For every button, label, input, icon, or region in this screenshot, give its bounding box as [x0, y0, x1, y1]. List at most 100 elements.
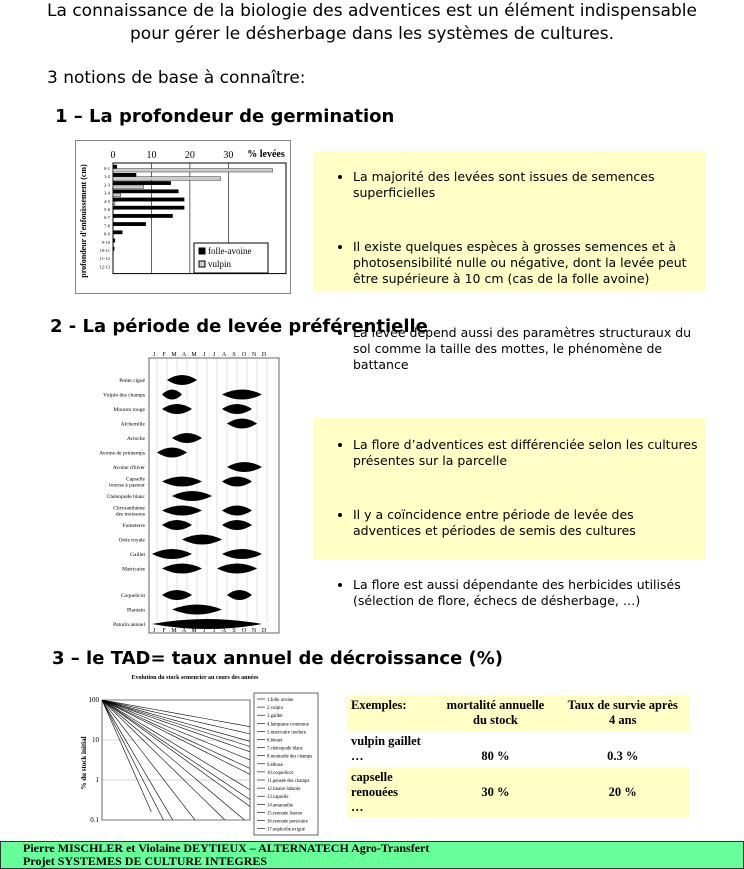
emergence-period [227, 462, 262, 472]
bar [112, 168, 273, 173]
emergence-period [222, 549, 262, 559]
emergence-period [222, 505, 252, 516]
species-label: Alchemille [121, 422, 146, 428]
y-tick-label: 1 [96, 776, 100, 784]
emergence-period [162, 389, 182, 400]
bar [112, 238, 116, 243]
decay-curve [102, 700, 250, 800]
emergence-period [222, 476, 252, 487]
decay-curve [102, 700, 226, 820]
y-tick-label: 100 [89, 696, 100, 704]
bar [112, 173, 137, 177]
legend-label: 9.éthuse [267, 763, 283, 768]
bullet: La flore d’adventices est différenciée s… [353, 437, 705, 469]
y-tick-label: 10 [92, 736, 100, 744]
intro: 3 notions de base à connaître: [47, 68, 306, 88]
bullet: Il existe quelques espèces à grosses sem… [353, 239, 705, 287]
cell: capselle renouées … [351, 770, 398, 814]
bar [112, 181, 171, 186]
emergence-period [162, 563, 202, 574]
emergence-period [222, 389, 262, 400]
decay-curve [102, 700, 174, 820]
bullet: La majorité des levées sont issues de se… [353, 169, 705, 201]
species-label: bourse à pasteur [109, 483, 145, 489]
bullets: La flore d’adventices est différenciée s… [313, 418, 705, 608]
y-tick-label: 12-13 [100, 264, 111, 269]
month-label: M [191, 628, 197, 634]
title: La connaissance de la biologie des adven… [47, 1, 697, 44]
emergence-period [152, 619, 262, 629]
decay-curve [102, 700, 250, 742]
species-label: Chrysanthème [113, 506, 145, 512]
bar [112, 213, 173, 218]
legend-label: folle-avoine [208, 246, 251, 256]
legend-label: 3.gaillet [267, 714, 283, 719]
bar [112, 205, 185, 210]
emergence-period [162, 590, 192, 600]
month-label: A [182, 352, 187, 358]
decay-curve [102, 700, 250, 769]
month-label: O [242, 352, 247, 358]
species-label: des moissons [116, 512, 145, 518]
y-tick-label: 2-3 [104, 182, 111, 187]
decay-curve [102, 700, 250, 775]
month-label: J [213, 352, 216, 358]
species-label: Ortie royale [119, 538, 146, 544]
legend-label: 5.matricaire inodore [267, 730, 306, 735]
bar [112, 184, 144, 189]
bullet: Il y a coïncidence entre période de levé… [353, 507, 705, 539]
emergence-period [162, 520, 192, 530]
cell: Taux de survie après 4 ans [567, 698, 678, 727]
y-title: profondeur d'enfouissement (cm) [79, 164, 88, 278]
emergence-period [172, 491, 212, 501]
month-label: J [203, 628, 206, 634]
month-label: A [182, 628, 187, 634]
footer-line: Pierre MISCHLER et Violaine DEYTIEUX – A… [23, 841, 430, 855]
month-label: S [232, 628, 235, 634]
emergence-period [162, 404, 192, 414]
y-tick-label: 7-8 [104, 223, 111, 228]
decay-curve [102, 700, 250, 761]
decay-curve [102, 700, 164, 820]
x-tick-label: 20 [185, 150, 195, 161]
month-label: O [242, 628, 247, 634]
month-label: N [252, 352, 257, 358]
species-label: Gaillet [130, 552, 145, 558]
legend-label: 16.renouée persicaire [267, 820, 308, 825]
decay-curve [102, 700, 196, 820]
month-label: J [213, 628, 216, 634]
month-label: S [232, 352, 235, 358]
x-tick-label: 30 [223, 150, 233, 161]
month-label: A [222, 628, 227, 634]
footer: Pierre MISCHLER et Violaine DEYTIEUX – A… [0, 841, 744, 869]
month-label: J [153, 352, 156, 358]
legend-label: 11.pensée des champs [267, 779, 309, 784]
emergence-period [157, 447, 187, 458]
heading: 1 – La profondeur de germination [55, 106, 395, 127]
y-tick-label: 11-12 [100, 256, 110, 261]
legend-swatch [198, 260, 206, 268]
germination-chart: 0 10 20 30 % levées profondeur d'enfouissemen… [75, 140, 291, 294]
emergence-period [172, 433, 202, 443]
species-label: Matricaire [122, 567, 145, 573]
bar [112, 193, 121, 197]
bar [112, 189, 179, 194]
emergence-period [222, 404, 252, 414]
cell: 0.3 % [607, 749, 639, 763]
cell: Exemples: [351, 698, 407, 712]
emergence-period [227, 418, 257, 429]
bullet: La flore est aussi dépendante des herbic… [353, 577, 705, 609]
legend-label: 4.lampsane commune [267, 722, 309, 727]
emergence-period [182, 534, 222, 545]
decay-curve [102, 700, 250, 747]
y-tick-label: 6-7 [104, 215, 111, 220]
legend-box [193, 242, 269, 274]
species-label: Avoine d'hiver [113, 465, 145, 471]
y-title: % du stock initial [80, 736, 88, 789]
species-label: Paturin annuel [113, 622, 145, 628]
month-label: D [262, 352, 267, 358]
cell: 20 % [608, 785, 637, 799]
legend-label: 14.amaranthe [267, 803, 293, 808]
decay-chart: Evolution du stock semencier au cours de… [80, 675, 319, 836]
